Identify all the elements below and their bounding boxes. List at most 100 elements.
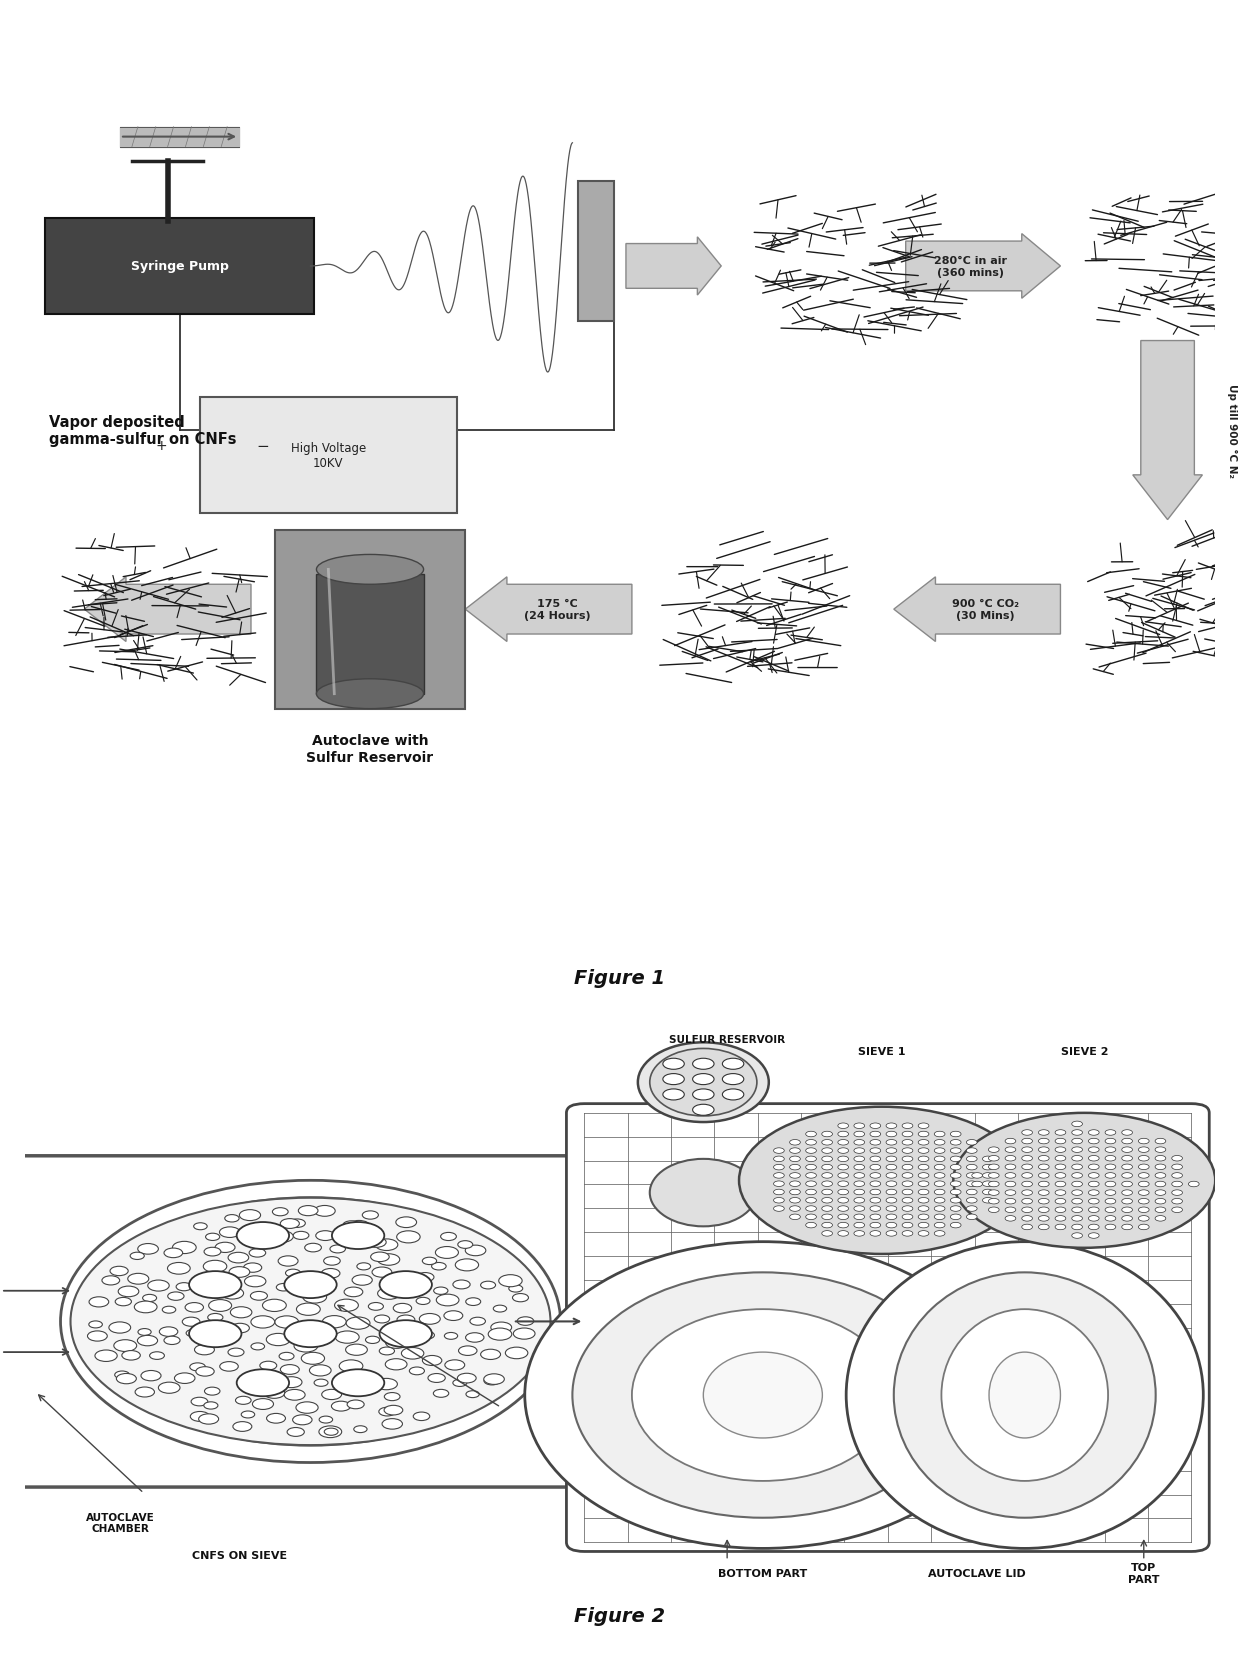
Circle shape: [299, 1206, 317, 1216]
Circle shape: [1006, 1165, 1016, 1170]
Circle shape: [198, 1413, 218, 1425]
Circle shape: [379, 1321, 432, 1347]
Circle shape: [1122, 1181, 1132, 1186]
Circle shape: [193, 1223, 207, 1229]
Text: TOP
PART: TOP PART: [1128, 1563, 1159, 1584]
Circle shape: [903, 1173, 913, 1178]
Circle shape: [219, 1362, 238, 1372]
Circle shape: [988, 1208, 999, 1213]
Circle shape: [966, 1198, 977, 1203]
Circle shape: [1138, 1138, 1149, 1143]
FancyBboxPatch shape: [316, 575, 424, 694]
Circle shape: [854, 1231, 864, 1236]
Circle shape: [1138, 1181, 1149, 1186]
Circle shape: [870, 1140, 880, 1145]
Circle shape: [419, 1332, 434, 1339]
Circle shape: [774, 1190, 784, 1195]
Circle shape: [934, 1181, 945, 1186]
Circle shape: [918, 1206, 929, 1211]
Circle shape: [854, 1223, 864, 1228]
Circle shape: [663, 1074, 684, 1085]
Circle shape: [267, 1413, 285, 1423]
Circle shape: [237, 1369, 289, 1397]
Text: SIEVE 2: SIEVE 2: [1060, 1047, 1109, 1057]
Circle shape: [89, 1297, 109, 1307]
Circle shape: [1038, 1130, 1049, 1135]
Circle shape: [188, 1321, 242, 1347]
Ellipse shape: [61, 1180, 560, 1463]
Circle shape: [1071, 1147, 1083, 1153]
Circle shape: [346, 1344, 367, 1355]
Circle shape: [918, 1148, 929, 1153]
Circle shape: [319, 1417, 332, 1423]
Circle shape: [319, 1427, 342, 1438]
Circle shape: [130, 1253, 144, 1259]
Circle shape: [335, 1299, 358, 1312]
Circle shape: [1089, 1165, 1099, 1170]
Circle shape: [219, 1228, 241, 1238]
Circle shape: [822, 1190, 832, 1195]
Circle shape: [870, 1132, 880, 1137]
Circle shape: [397, 1231, 420, 1243]
Circle shape: [348, 1375, 363, 1382]
Circle shape: [372, 1268, 392, 1278]
Circle shape: [1071, 1122, 1083, 1127]
Circle shape: [950, 1198, 961, 1203]
Circle shape: [508, 1286, 523, 1292]
Circle shape: [280, 1365, 299, 1375]
Circle shape: [267, 1334, 290, 1345]
Circle shape: [378, 1287, 401, 1299]
Circle shape: [293, 1415, 312, 1425]
Circle shape: [1022, 1208, 1033, 1213]
Circle shape: [110, 1266, 128, 1276]
FancyArrow shape: [84, 578, 250, 643]
Circle shape: [114, 1341, 136, 1352]
Circle shape: [838, 1223, 848, 1228]
Circle shape: [723, 1089, 744, 1100]
Circle shape: [1006, 1208, 1016, 1213]
Circle shape: [887, 1140, 897, 1145]
Circle shape: [739, 1107, 1024, 1254]
Circle shape: [1172, 1198, 1183, 1205]
Circle shape: [822, 1198, 832, 1203]
Circle shape: [1089, 1225, 1099, 1229]
Circle shape: [903, 1198, 913, 1203]
Circle shape: [966, 1190, 977, 1195]
Circle shape: [186, 1329, 201, 1337]
Circle shape: [918, 1132, 929, 1137]
Circle shape: [397, 1316, 415, 1324]
Circle shape: [822, 1173, 832, 1178]
Circle shape: [988, 1173, 999, 1178]
Circle shape: [1071, 1225, 1083, 1229]
Circle shape: [723, 1059, 744, 1070]
Circle shape: [481, 1349, 501, 1360]
Circle shape: [838, 1123, 848, 1128]
Circle shape: [854, 1157, 864, 1162]
Circle shape: [484, 1377, 500, 1385]
Circle shape: [423, 1258, 436, 1264]
Circle shape: [465, 1246, 486, 1256]
Circle shape: [435, 1246, 459, 1259]
Circle shape: [903, 1165, 913, 1170]
Circle shape: [413, 1412, 430, 1420]
Circle shape: [774, 1198, 784, 1203]
Circle shape: [854, 1132, 864, 1137]
Circle shape: [1122, 1147, 1132, 1153]
Circle shape: [1089, 1190, 1099, 1196]
Circle shape: [966, 1157, 977, 1162]
Circle shape: [1071, 1181, 1083, 1186]
Ellipse shape: [650, 1160, 756, 1226]
Circle shape: [1089, 1173, 1099, 1178]
Circle shape: [1138, 1147, 1149, 1153]
Circle shape: [374, 1316, 389, 1324]
Circle shape: [250, 1316, 275, 1329]
Circle shape: [966, 1148, 977, 1153]
Circle shape: [159, 1327, 177, 1337]
Circle shape: [159, 1382, 180, 1394]
Circle shape: [693, 1059, 714, 1070]
Circle shape: [1138, 1216, 1149, 1221]
Circle shape: [1172, 1181, 1183, 1186]
Circle shape: [972, 1173, 982, 1178]
Circle shape: [331, 1402, 351, 1412]
Circle shape: [1022, 1181, 1033, 1186]
